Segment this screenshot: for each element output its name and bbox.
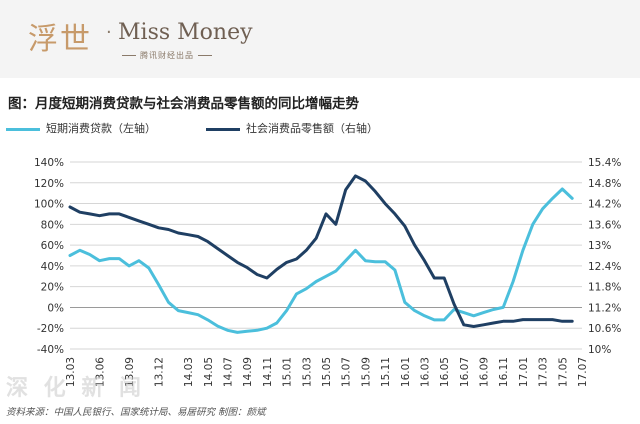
x-tick-label: 15.03 <box>301 357 313 387</box>
y-right-tick-label: 12.4% <box>588 261 621 273</box>
y-left-tick-label: 20% <box>41 282 64 294</box>
x-tick-label: 14.09 <box>242 357 254 387</box>
x-tick-label: 15.09 <box>360 357 372 387</box>
y-left-tick-label: -40% <box>37 344 64 356</box>
x-tick-label: 14.07 <box>223 357 235 387</box>
x-tick-label: 15.01 <box>282 357 294 387</box>
chart-title: 图：月度短期消费贷款与社会消费品零售额的同比增幅走势 <box>8 96 359 112</box>
legend-item-series1: 短期消费贷款（左轴） <box>6 120 156 136</box>
y-left-tick-label: 80% <box>41 219 64 231</box>
x-tick-label: 14.03 <box>183 357 195 387</box>
brand-logo-cn: 浮世 <box>28 22 92 57</box>
brand-logo-en: Miss Money <box>118 20 253 45</box>
x-tick-label: 17.03 <box>538 357 550 387</box>
legend-item-series2: 社会消费品零售额（右轴） <box>206 120 378 136</box>
x-tick-label: 13.09 <box>124 357 136 387</box>
y-axis-right: 15.4% 14.8% 14.2% 13.6% 13% 12.4% 11.8% 11.2% 10… <box>588 157 621 356</box>
legend-label-series2: 社会消费品零售额（右轴） <box>246 122 378 135</box>
y-left-tick-label: 0% <box>47 302 64 314</box>
y-right-tick-label: 11.8% <box>588 282 621 294</box>
y-left-tick-label: 120% <box>34 178 64 190</box>
y-right-tick-label: 14.2% <box>588 199 621 211</box>
x-tick-label: 13.06 <box>95 357 107 387</box>
x-tick-label: 16.09 <box>479 357 491 387</box>
x-axis: 13.03 13.06 13.09 13.12 14.03 14.05 14.07 14.09… <box>65 357 589 387</box>
y-axis-left: 140% 120% 100% 80% 60% 40% 20% 0% -20% -40% <box>34 157 64 356</box>
x-tick-label: 16.07 <box>459 357 471 387</box>
y-left-tick-label: 60% <box>41 240 64 252</box>
series-line-retail-sales <box>68 174 574 328</box>
series-line-short-term-consumer-loans <box>68 187 574 334</box>
y-left-tick-label: 40% <box>41 261 64 273</box>
y-right-tick-label: 11.2% <box>588 302 621 314</box>
x-tick-label: 17.01 <box>518 357 530 387</box>
brand-logo-dot: · <box>106 22 112 43</box>
series-lines <box>68 174 574 334</box>
x-tick-label: 14.05 <box>203 357 215 387</box>
y-right-tick-label: 15.4% <box>588 157 621 169</box>
y-right-tick-label: 14.8% <box>588 178 621 190</box>
x-tick-label: 15.05 <box>321 357 333 387</box>
y-left-tick-label: 100% <box>34 199 64 211</box>
y-left-tick-label: 140% <box>34 157 64 169</box>
y-right-tick-label: 13% <box>588 240 611 252</box>
y-left-tick-label: -20% <box>37 323 64 335</box>
watermark-text: 深 化 新 闻 <box>6 376 145 401</box>
legend-swatch-series1 <box>6 127 40 131</box>
y-right-tick-label: 13.6% <box>588 219 621 231</box>
x-tick-label: 16.11 <box>498 357 510 387</box>
header-banner: 浮世 · Miss Money 腾讯财经出品 <box>0 0 640 78</box>
x-tick-label: 16.01 <box>400 357 412 387</box>
x-tick-label: 15.11 <box>380 357 392 387</box>
y-right-tick-label: 10% <box>588 344 611 356</box>
x-tick-label: 16.03 <box>419 357 431 387</box>
x-tick-label: 15.07 <box>341 357 353 387</box>
legend-swatch-series2 <box>206 127 240 131</box>
y-right-tick-label: 10.6% <box>588 323 621 335</box>
chart-legend: 短期消费贷款（左轴） 社会消费品零售额（右轴） <box>0 120 640 138</box>
x-tick-label: 16.05 <box>439 357 451 387</box>
x-tick-label: 14.11 <box>262 357 274 387</box>
x-tick-label: 13.12 <box>154 357 166 387</box>
x-tick-label: 17.07 <box>577 357 589 387</box>
x-tick-label: 17.05 <box>557 357 569 387</box>
brand-subtitle: 腾讯财经出品 <box>118 50 216 61</box>
legend-label-series1: 短期消费贷款（左轴） <box>46 122 156 135</box>
x-tick-label: 13.03 <box>65 357 77 387</box>
source-note: 资料来源：中国人民银行、国家统计局、易居研究 制图：颜斌 <box>6 407 266 418</box>
